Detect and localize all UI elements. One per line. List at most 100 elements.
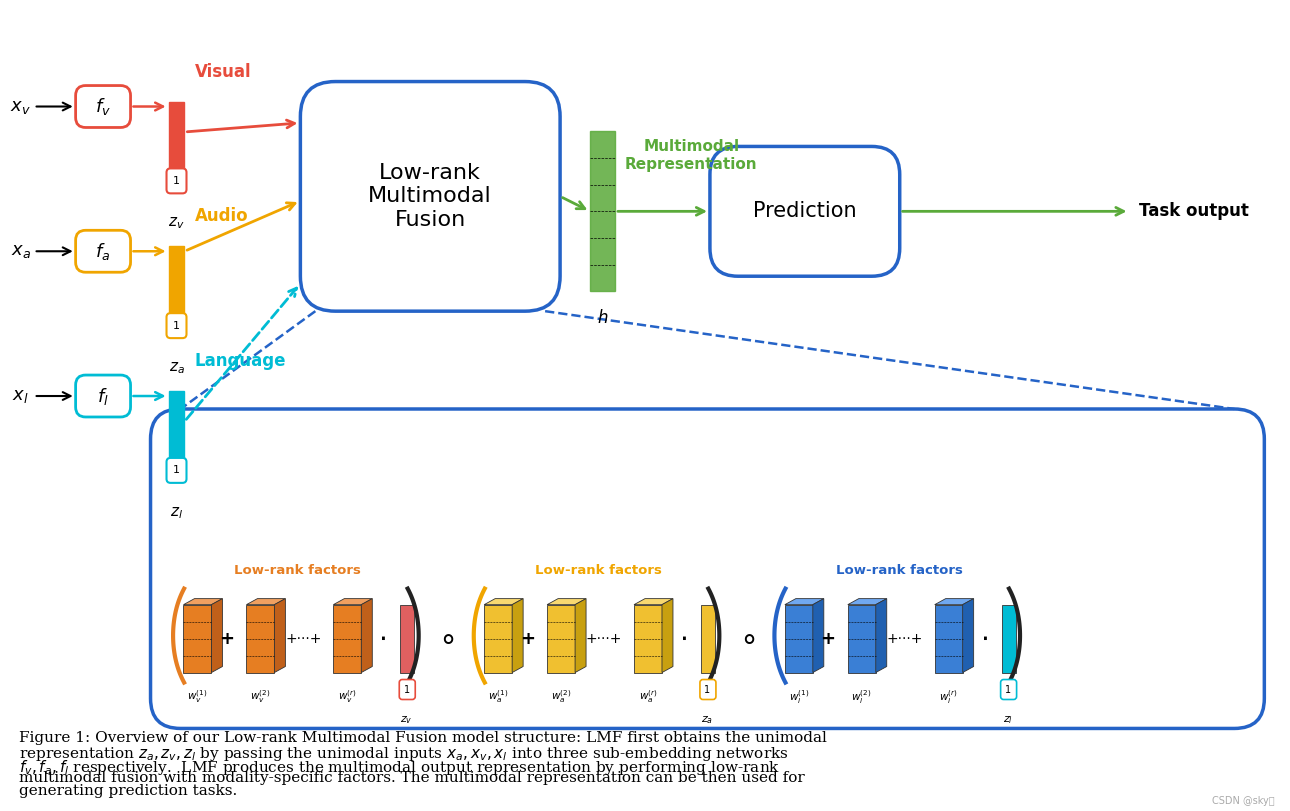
Bar bbox=[183, 605, 212, 672]
Bar bbox=[400, 605, 414, 672]
Text: Audio: Audio bbox=[195, 208, 248, 225]
Text: Low-rank factors: Low-rank factors bbox=[235, 564, 361, 577]
Polygon shape bbox=[512, 599, 524, 672]
Text: 1: 1 bbox=[404, 685, 410, 695]
Text: Visual: Visual bbox=[195, 62, 252, 80]
Text: $w_{v}^{(2)}$: $w_{v}^{(2)}$ bbox=[250, 689, 271, 706]
Text: +: + bbox=[219, 629, 233, 648]
Text: $x_v$: $x_v$ bbox=[10, 97, 31, 115]
FancyBboxPatch shape bbox=[76, 85, 130, 127]
Text: $h$: $h$ bbox=[597, 309, 609, 327]
Polygon shape bbox=[275, 599, 285, 672]
Polygon shape bbox=[662, 599, 673, 672]
Text: $w_{v}^{(1)}$: $w_{v}^{(1)}$ bbox=[187, 689, 208, 706]
Bar bbox=[246, 605, 275, 672]
Text: $w_{a}^{(1)}$: $w_{a}^{(1)}$ bbox=[488, 689, 508, 706]
Text: 1: 1 bbox=[173, 466, 181, 475]
Text: $x_l$: $x_l$ bbox=[13, 387, 28, 405]
Text: $f_l$: $f_l$ bbox=[97, 385, 108, 406]
Text: 1: 1 bbox=[1005, 685, 1011, 695]
Text: $w_{l}^{(1)}$: $w_{l}^{(1)}$ bbox=[788, 689, 809, 706]
Text: $z_{l}$: $z_{l}$ bbox=[1004, 714, 1013, 727]
Polygon shape bbox=[633, 599, 673, 605]
FancyBboxPatch shape bbox=[400, 680, 415, 700]
Polygon shape bbox=[212, 599, 222, 672]
Text: $\circ$: $\circ$ bbox=[739, 624, 755, 653]
Text: $w_{a}^{(r)}$: $w_{a}^{(r)}$ bbox=[639, 689, 658, 706]
Text: 1: 1 bbox=[173, 320, 181, 331]
Bar bbox=[333, 605, 361, 672]
FancyBboxPatch shape bbox=[166, 169, 187, 193]
Text: $z_a$: $z_a$ bbox=[169, 360, 184, 376]
Text: Task output: Task output bbox=[1139, 202, 1249, 221]
Bar bbox=[700, 605, 715, 672]
Polygon shape bbox=[547, 599, 586, 605]
Text: multimodal fusion with modality-specific factors. The multimodal representation : multimodal fusion with modality-specific… bbox=[18, 771, 805, 785]
Text: $z_l$: $z_l$ bbox=[170, 505, 183, 521]
Bar bbox=[633, 605, 662, 672]
Text: $f_v$: $f_v$ bbox=[95, 96, 111, 117]
Text: Prediction: Prediction bbox=[753, 201, 857, 221]
Text: +: + bbox=[820, 629, 836, 648]
Text: +: + bbox=[520, 629, 534, 648]
FancyBboxPatch shape bbox=[76, 230, 130, 272]
FancyBboxPatch shape bbox=[166, 313, 187, 338]
Bar bbox=[169, 247, 184, 331]
Text: Figure 1: Overview of our Low-rank Multimodal Fusion model structure: LMF first : Figure 1: Overview of our Low-rank Multi… bbox=[18, 732, 827, 745]
Polygon shape bbox=[484, 599, 524, 605]
Text: $\cdot$: $\cdot$ bbox=[679, 624, 686, 653]
FancyBboxPatch shape bbox=[151, 409, 1264, 728]
FancyBboxPatch shape bbox=[710, 147, 899, 277]
Polygon shape bbox=[876, 599, 886, 672]
Text: $f_a$: $f_a$ bbox=[95, 241, 111, 262]
Polygon shape bbox=[935, 599, 974, 605]
Text: representation $z_a, z_v, z_l$ by passing the unimodal inputs $x_a, x_v, x_l$ in: representation $z_a, z_v, z_l$ by passin… bbox=[18, 744, 788, 762]
Text: $\circ$: $\circ$ bbox=[439, 624, 454, 653]
Polygon shape bbox=[575, 599, 586, 672]
Bar bbox=[784, 605, 813, 672]
Bar bbox=[484, 605, 512, 672]
Bar bbox=[169, 101, 184, 187]
FancyBboxPatch shape bbox=[76, 375, 130, 417]
Text: $f_v, f_a, f_l$ respectively.  LMF produces the multimodal output representation: $f_v, f_a, f_l$ respectively. LMF produc… bbox=[18, 757, 780, 777]
FancyBboxPatch shape bbox=[1001, 680, 1017, 700]
Text: CSDN @sky贡: CSDN @sky贡 bbox=[1211, 796, 1275, 806]
Polygon shape bbox=[813, 599, 824, 672]
Text: +···+: +···+ bbox=[586, 632, 622, 646]
Bar bbox=[1001, 605, 1015, 672]
Text: +···+: +···+ bbox=[886, 632, 922, 646]
Polygon shape bbox=[183, 599, 222, 605]
Text: $\cdot$: $\cdot$ bbox=[378, 624, 386, 653]
Bar bbox=[590, 131, 615, 291]
Text: 1: 1 bbox=[173, 176, 181, 186]
Polygon shape bbox=[962, 599, 974, 672]
Text: $w_{a}^{(2)}$: $w_{a}^{(2)}$ bbox=[551, 689, 571, 706]
Text: Low-rank
Multimodal
Fusion: Low-rank Multimodal Fusion bbox=[369, 163, 491, 230]
Polygon shape bbox=[333, 599, 373, 605]
Polygon shape bbox=[246, 599, 285, 605]
FancyBboxPatch shape bbox=[301, 82, 560, 311]
Text: 1: 1 bbox=[704, 685, 711, 695]
Text: $w_{l}^{(2)}$: $w_{l}^{(2)}$ bbox=[851, 689, 872, 706]
Polygon shape bbox=[848, 599, 886, 605]
Text: $z_{a}$: $z_{a}$ bbox=[702, 714, 713, 727]
Text: $\cdot$: $\cdot$ bbox=[979, 624, 988, 653]
FancyBboxPatch shape bbox=[700, 680, 716, 700]
Bar bbox=[547, 605, 575, 672]
Text: $z_v$: $z_v$ bbox=[168, 216, 184, 231]
Text: +···+: +···+ bbox=[285, 632, 321, 646]
Text: $z_{v}$: $z_{v}$ bbox=[400, 714, 413, 727]
Polygon shape bbox=[361, 599, 373, 672]
Text: $x_a$: $x_a$ bbox=[10, 242, 31, 260]
Bar bbox=[848, 605, 876, 672]
Text: $w_{l}^{(r)}$: $w_{l}^{(r)}$ bbox=[939, 689, 958, 706]
Text: Multimodal
Representation: Multimodal Representation bbox=[626, 139, 757, 172]
Bar bbox=[935, 605, 962, 672]
Text: generating prediction tasks.: generating prediction tasks. bbox=[18, 784, 237, 798]
Text: Low-rank factors: Low-rank factors bbox=[836, 564, 962, 577]
Bar bbox=[169, 391, 184, 476]
Text: $w_{v}^{(r)}$: $w_{v}^{(r)}$ bbox=[338, 689, 357, 706]
Text: Language: Language bbox=[195, 352, 286, 370]
Polygon shape bbox=[784, 599, 824, 605]
FancyBboxPatch shape bbox=[166, 458, 187, 483]
